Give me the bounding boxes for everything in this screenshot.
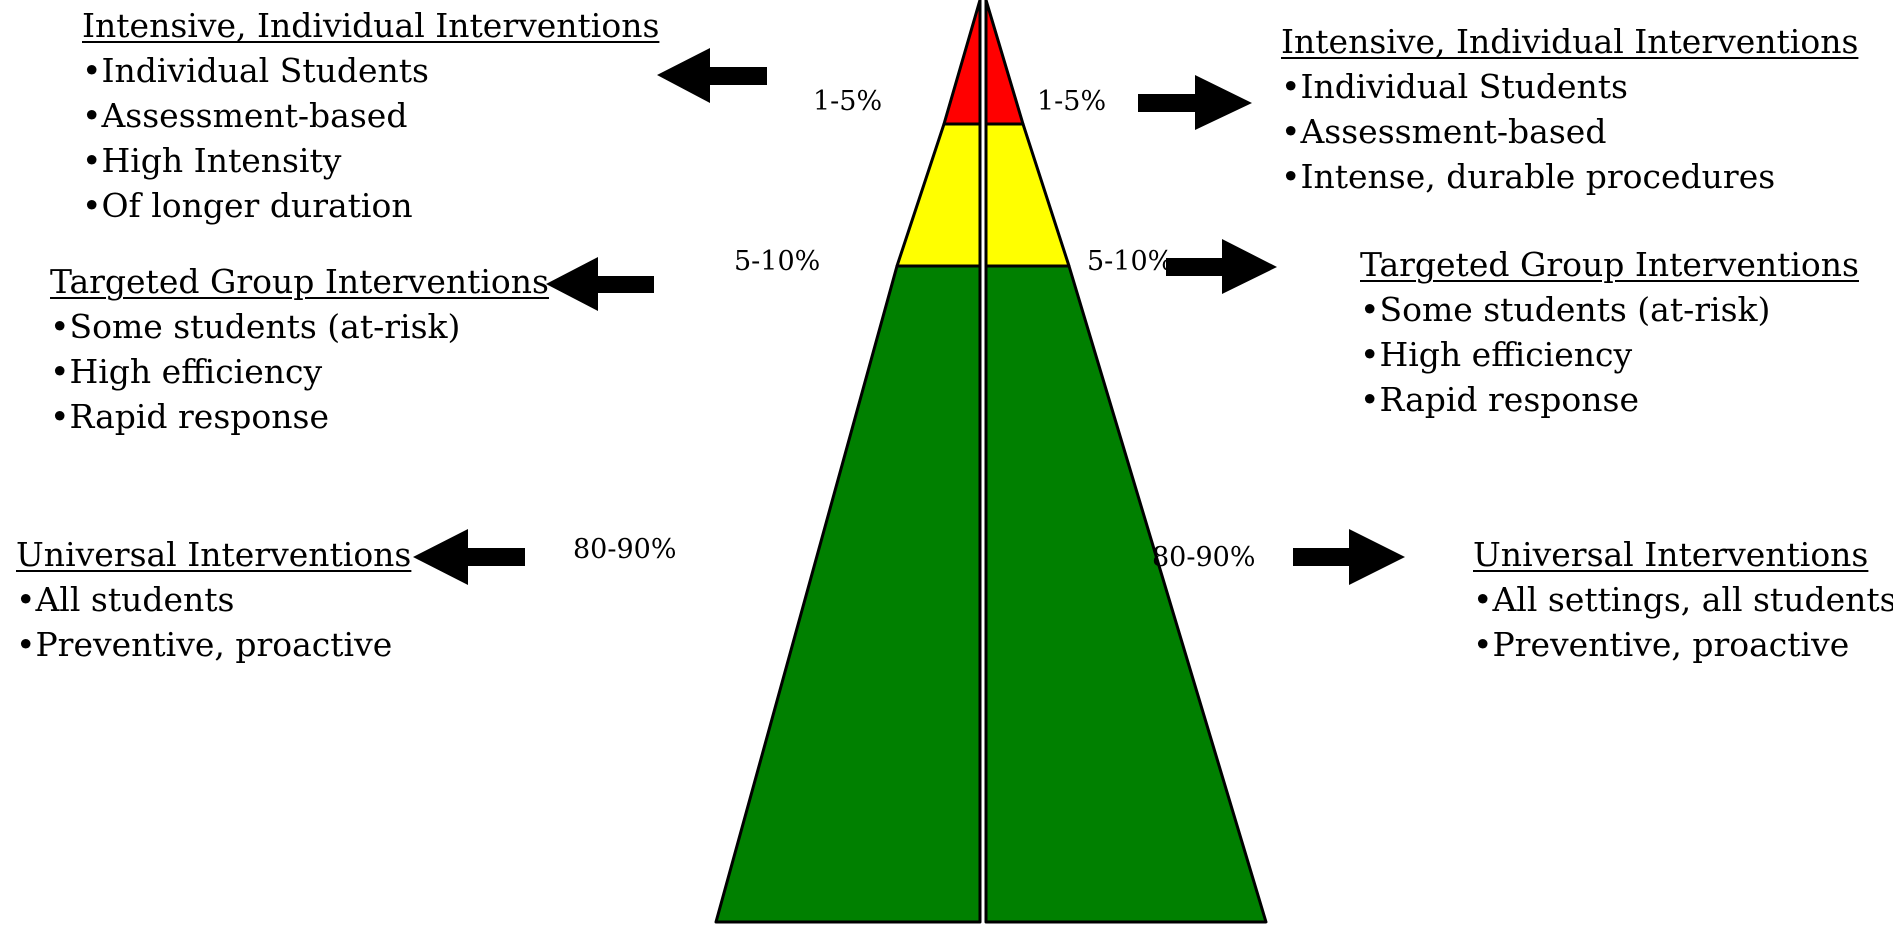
left-targeted-block: Targeted Group Interventions •Some stude… (50, 259, 549, 439)
pyramid-left-middle-tier (895, 122, 982, 268)
right-intensive-heading: Intensive, Individual Interventions (1281, 22, 1859, 61)
percent-label-left-intensive: 1-5% (813, 86, 883, 117)
pyramid-right-bottom-tier (984, 264, 1268, 924)
arrow-left-icon (546, 257, 654, 311)
percent-label-left-targeted: 5-10% (734, 246, 821, 277)
list-item: •Rapid response (1360, 380, 1639, 419)
percent-label-right-intensive: 1-5% (1037, 86, 1107, 117)
list-item: •Preventive, proactive (16, 625, 393, 664)
list-item: •Intense, durable procedures (1281, 157, 1776, 196)
list-item: •Individual Students (82, 51, 429, 90)
right-universal-block: Universal Interventions •All settings, a… (1473, 532, 1893, 667)
list-item: •Individual Students (1281, 67, 1628, 106)
arrow-left-icon (413, 529, 525, 585)
list-item: •High Intensity (82, 141, 342, 180)
percent-label-right-universal: 80-90% (1152, 542, 1256, 573)
arrow-right-icon (1293, 529, 1405, 585)
right-targeted-block: Targeted Group Interventions •Some stude… (1360, 242, 1859, 422)
list-item: •Rapid response (50, 397, 329, 436)
list-item: •Some students (at-risk) (1360, 290, 1771, 329)
left-targeted-heading: Targeted Group Interventions (50, 262, 549, 301)
percent-label-right-targeted: 5-10% (1087, 246, 1174, 277)
list-item: •Of longer duration (82, 186, 413, 225)
list-item: •All settings, all students (1473, 580, 1893, 619)
list-item: •Assessment-based (82, 96, 408, 135)
list-item: •Assessment-based (1281, 112, 1607, 151)
list-item: •High efficiency (1360, 335, 1633, 374)
right-universal-heading: Universal Interventions (1473, 535, 1869, 574)
pyramid-right-middle-tier (984, 122, 1071, 268)
right-targeted-heading: Targeted Group Interventions (1360, 245, 1859, 284)
left-universal-block: Universal Interventions •All students •P… (16, 532, 411, 667)
arrow-right-icon (1166, 239, 1277, 294)
list-item: •High efficiency (50, 352, 323, 391)
list-item: •All students (16, 580, 235, 619)
percent-label-left-universal: 80-90% (573, 534, 677, 565)
list-item: •Some students (at-risk) (50, 307, 461, 346)
arrow-left-icon (657, 48, 767, 103)
pyramid-right-top-tier (984, 0, 1025, 126)
pyramid-left-top-tier (942, 0, 982, 126)
pyramid-left-bottom-tier (714, 264, 982, 924)
arrow-right-icon (1138, 75, 1252, 130)
left-intensive-block: Intensive, Individual Interventions •Ind… (82, 3, 659, 228)
right-intensive-block: Intensive, Individual Interventions •Ind… (1281, 19, 1858, 199)
list-item: •Preventive, proactive (1473, 625, 1850, 664)
left-intensive-heading: Intensive, Individual Interventions (82, 6, 660, 45)
left-universal-heading: Universal Interventions (16, 535, 412, 574)
